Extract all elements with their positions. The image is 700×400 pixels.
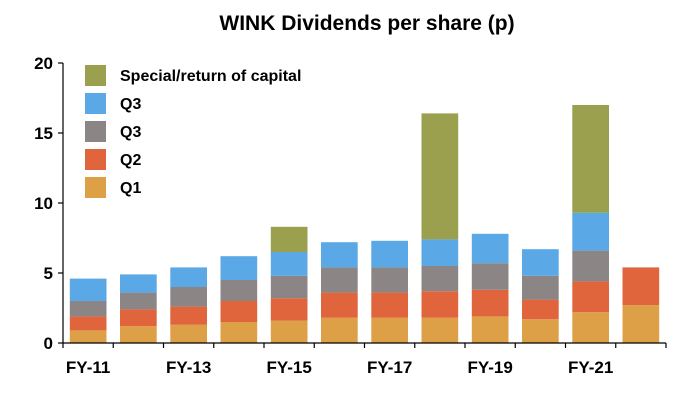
bars-layer xyxy=(69,105,660,343)
legend-swatch xyxy=(85,93,106,114)
x-tick-label: FY-11 xyxy=(66,358,110,377)
bar-segment xyxy=(522,299,559,320)
bar-segment xyxy=(421,113,459,240)
legend-swatch xyxy=(85,65,106,86)
bar-segment xyxy=(522,319,559,343)
bar-segment xyxy=(270,226,308,252)
bar-segment xyxy=(572,250,609,282)
bar-segment xyxy=(120,309,157,327)
axes-layer: 0 5 10 15 20 FY-11 FY-13 FY-15 FY-17 FY-19 FY-21 xyxy=(34,54,667,377)
bar-segment xyxy=(471,233,509,264)
bar-segment xyxy=(371,292,408,318)
bar-segment xyxy=(170,287,207,307)
bar-segment xyxy=(522,275,559,300)
bar-segment xyxy=(321,267,358,293)
legend-swatch xyxy=(85,121,106,142)
bar-segment xyxy=(321,242,358,268)
bar-segment xyxy=(572,312,609,343)
legend-label: Special/return of capital xyxy=(120,68,301,85)
bar-segment xyxy=(321,292,358,318)
y-tick-label: 10 xyxy=(34,194,53,213)
bar-segment xyxy=(371,240,408,268)
bar-segment xyxy=(270,320,308,343)
y-tick-label: 0 xyxy=(44,334,53,353)
bar-segment xyxy=(421,317,459,343)
bar-segment xyxy=(170,306,207,325)
bar-segment xyxy=(622,305,660,343)
y-tick-label: 15 xyxy=(34,124,53,143)
legend-swatch xyxy=(85,177,106,198)
bar-segment xyxy=(471,289,509,317)
bar-segment xyxy=(69,316,107,331)
bar-segment xyxy=(120,274,157,293)
legend: Special/return of capital Q3 Q3 Q2 Q1 xyxy=(85,65,301,198)
bar-segment xyxy=(321,317,358,343)
bar-segment xyxy=(622,267,660,306)
bar-segment xyxy=(170,324,207,343)
legend-swatch xyxy=(85,149,106,170)
bar-segment xyxy=(471,316,509,343)
bar-segment xyxy=(120,326,157,343)
bar-segment xyxy=(120,292,157,310)
bar-segment xyxy=(371,267,408,293)
chart-title: WINK Dividends per share (p) xyxy=(219,12,514,35)
x-tick-label: FY-15 xyxy=(266,358,311,377)
legend-label: Q3 xyxy=(120,124,141,141)
legend-label: Q2 xyxy=(120,152,141,169)
bar-segment xyxy=(220,322,258,343)
x-tick-label: FY-21 xyxy=(568,358,613,377)
bar-segment xyxy=(421,239,459,266)
y-tick-label: 5 xyxy=(44,264,53,283)
bar-segment xyxy=(220,256,258,280)
bar-segment xyxy=(572,281,609,313)
bar-segment xyxy=(421,266,459,292)
bar-segment xyxy=(471,263,509,290)
bar-segment xyxy=(69,330,107,343)
bar-segment xyxy=(69,301,107,317)
x-tick-label: FY-13 xyxy=(166,358,211,377)
bar-segment xyxy=(421,291,459,318)
bar-segment xyxy=(270,252,308,276)
bar-segment xyxy=(220,280,258,301)
legend-label: Q1 xyxy=(120,180,141,197)
bar-segment xyxy=(522,249,559,276)
bar-segment xyxy=(220,301,258,322)
bar-segment xyxy=(270,298,308,321)
x-tick-label: FY-19 xyxy=(467,358,512,377)
y-tick-label: 20 xyxy=(34,54,53,73)
bar-segment xyxy=(371,317,408,343)
bar-segment xyxy=(572,105,609,213)
bar-segment xyxy=(69,278,107,301)
bar-segment xyxy=(572,212,609,251)
bar-segment xyxy=(170,267,207,287)
x-tick-label: FY-17 xyxy=(367,358,412,377)
bar-segment xyxy=(270,275,308,299)
legend-label: Q3 xyxy=(120,96,141,113)
